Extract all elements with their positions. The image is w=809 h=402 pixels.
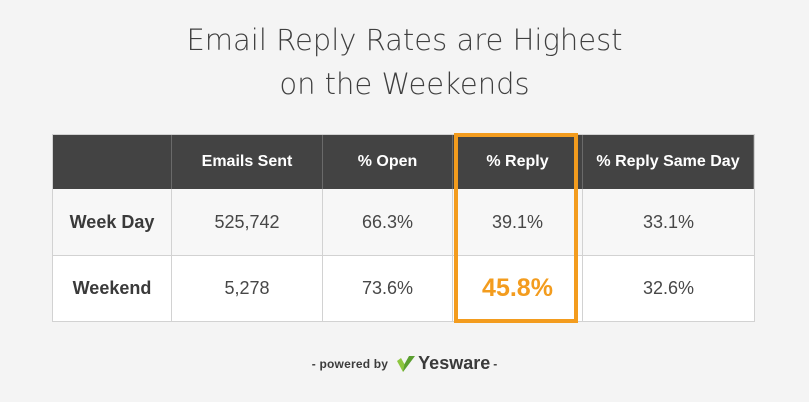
- yesware-check-logo-icon: [397, 355, 416, 372]
- header-cell-empty: [53, 135, 172, 189]
- row-label-week-day: Week Day: [53, 189, 172, 255]
- cell-weekend-emails-sent: 5,278: [172, 256, 323, 321]
- chart-title-line-1: Email Reply Rates are Highest: [186, 23, 623, 57]
- table-row-week-day: Week Day 525,742 66.3% 39.1% 33.1%: [53, 189, 754, 256]
- yesware-brand-text: Yesware: [418, 353, 491, 373]
- chart-title-line-2: on the Weekends: [279, 67, 530, 101]
- footer-trailing-dash: -: [493, 356, 498, 371]
- cell-week-day-open: 66.3%: [323, 189, 453, 255]
- header-cell-reply: % Reply: [453, 135, 583, 189]
- footer-credit: - powered by Yesware -: [0, 353, 809, 374]
- header-cell-reply-same-day: % Reply Same Day: [583, 135, 754, 189]
- cell-week-day-reply-same-day: 33.1%: [642, 211, 695, 232]
- table-header-row: Emails Sent % Open % Reply % Reply Same …: [53, 135, 754, 189]
- cell-week-day-emails-sent: 525,742: [172, 189, 323, 255]
- cell-weekend-open: 73.6%: [323, 256, 453, 321]
- cell-weekend-reply-highlight: 45.8%: [453, 256, 583, 321]
- row-label-weekend: Weekend: [53, 256, 172, 321]
- data-table: Emails Sent % Open % Reply % Reply Same …: [52, 134, 755, 322]
- header-cell-emails-sent: Emails Sent: [172, 135, 323, 189]
- yesware-logo: Yesware: [396, 353, 490, 374]
- header-cell-open: % Open: [323, 135, 453, 189]
- cell-weekend-reply-same-day: 32.6%: [642, 278, 695, 298]
- table-row-weekend: Weekend 5,278 73.6% 45.8% 32.6%: [53, 256, 754, 321]
- powered-by-text: - powered by: [311, 356, 389, 371]
- cell-week-day-reply: 39.1%: [453, 189, 583, 255]
